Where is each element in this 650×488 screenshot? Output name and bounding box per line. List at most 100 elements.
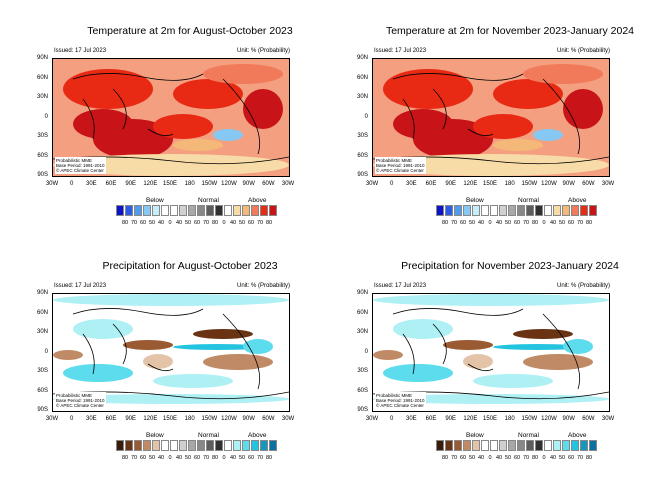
lon-label: 30E [405,181,417,187]
unit-label: Unit: % (Probability) [236,283,290,289]
colorbar-swatch [125,205,133,216]
colorbar-swatch [152,205,160,216]
colorbar-label: 50 [148,455,156,461]
colorbar-header: Below [146,432,164,439]
colorbar-swatch [553,440,561,451]
lon-label: 90E [445,181,457,187]
colorbar-swatch [562,205,570,216]
colorbar-label: 40 [157,455,165,461]
lat-label: 90S [357,407,368,413]
colorbar-label: 0 [222,220,226,226]
colorbar-swatch [562,440,570,451]
colorbar-label: 60 [193,455,201,461]
lon-label: 180 [504,181,515,187]
colorbar [436,205,598,216]
lat-label: 90N [36,290,48,296]
probability-area [373,294,609,306]
colorbar-header: Above [568,197,587,204]
lon-label: 60E [425,416,437,422]
map-panel: Precipitation for August-October 2023 Is… [37,235,340,465]
colorbar-label: 80 [585,455,593,461]
probability-area [373,394,609,404]
probability-area [373,350,403,360]
colorbar-label: 0 [542,220,546,226]
probability-area [63,69,153,109]
colorbar-swatch [206,440,214,451]
colorbar-swatch [170,440,178,451]
lon-label: 60E [105,416,117,422]
colorbar-swatch [116,205,124,216]
colorbar-label: 40 [477,455,485,461]
colorbar-swatch [526,440,534,451]
colorbar-label: 60 [247,220,255,226]
probability-area [203,64,283,84]
colorbar-swatch [260,440,268,451]
lon-label: 30W [45,181,59,187]
colorbar-swatch [517,205,525,216]
probability-area [393,319,453,339]
colorbar-swatch [179,440,187,451]
lon-label: 90E [445,416,457,422]
lon-label: 180 [184,181,195,187]
colorbar-label: 60 [513,220,521,226]
lat-label: 30S [37,368,48,374]
probability-area [193,329,253,339]
colorbar-swatch [580,440,588,451]
probability-area [53,154,289,176]
probability-map: Probabilistic MME Base Period: 1991-2010 ©… [372,293,610,412]
colorbar-label: 80 [441,220,449,226]
colorbar-label: 60 [139,455,147,461]
colorbar-label: 70 [130,220,138,226]
colorbar-swatch [571,205,579,216]
colorbar [436,440,598,451]
colorbar-label: 70 [202,220,210,226]
lat-label: 60S [357,152,368,159]
colorbar-label: 60 [139,220,147,226]
lat-label: 60S [37,387,48,394]
lon-label: 0 [69,181,74,187]
colorbar [116,205,278,216]
lon-label: 120W [541,416,557,422]
lon-label: 150W [201,181,218,187]
colorbar-swatch [580,205,588,216]
lat-label: 0 [364,348,368,355]
lon-label: 60W [262,416,275,422]
colorbar-swatch [224,440,232,451]
colorbar-swatch [544,205,552,216]
probability-map: Probabilistic MME Base Period: 1991-2010 ©… [52,58,290,177]
probability-area [493,344,583,350]
lon-label: 90E [125,416,137,422]
colorbar-swatch [143,205,151,216]
lat-label: 30N [36,329,48,335]
lon-label: 90W [562,416,575,422]
colorbar-swatch [242,205,250,216]
colorbar-label: 40 [157,220,165,226]
lat-label: 60S [357,387,368,394]
colorbar-swatch [179,205,187,216]
lat-label: 90S [357,172,368,178]
lon-label: 150W [521,416,538,422]
colorbar-swatch [269,440,277,451]
colorbar-label: 80 [211,220,219,226]
colorbar-label: 40 [549,220,557,226]
colorbar-swatch [251,440,259,451]
lon-label: 150E [163,416,178,422]
colorbar-label: 40 [495,455,503,461]
colorbar-swatch [454,205,462,216]
colorbar-label: 80 [265,455,273,461]
colorbar-label: 70 [576,455,584,461]
colorbar-label: 50 [238,455,246,461]
colorbar-label: 80 [531,455,539,461]
lon-label: 30W [601,416,615,422]
probability-area [213,129,243,141]
colorbar-label: 60 [247,455,255,461]
colorbar-label: 0 [168,455,172,461]
colorbar-swatch [589,205,597,216]
colorbar-swatch [134,205,142,216]
coastline [373,73,609,165]
probability-area [493,79,563,109]
panel-title: Temperature at 2m for November 2023-Janu… [385,25,635,37]
coastline [53,308,289,400]
lat-label: 60N [36,74,48,81]
colorbar-label: 80 [121,220,129,226]
